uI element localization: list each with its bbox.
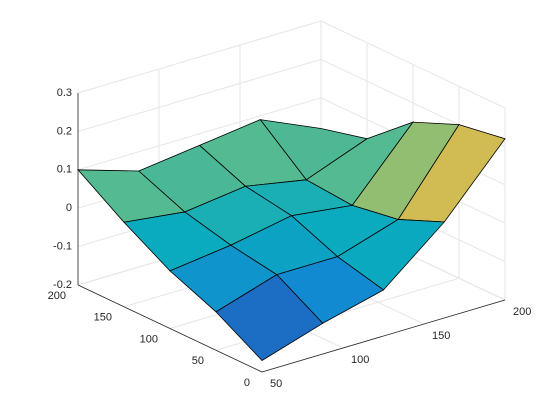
- grid-line: [77, 97, 322, 171]
- x-tick-label: 50: [270, 378, 282, 390]
- y-tick-label: 150: [94, 312, 112, 324]
- y-tick-label: 200: [48, 290, 66, 302]
- z-tick-label: 0.3: [57, 87, 72, 99]
- x-tick-label: 200: [513, 306, 531, 318]
- surface-patch: [215, 274, 324, 361]
- z-tick-label: -0.2: [53, 279, 72, 291]
- grid-line: [77, 58, 322, 132]
- y-tick-label: 50: [192, 355, 204, 367]
- x-tick-label: 150: [432, 330, 450, 342]
- axis-line: [261, 299, 506, 373]
- axis-line: [77, 284, 263, 373]
- z-tick-label: 0.2: [57, 125, 72, 137]
- grid-line: [77, 20, 322, 94]
- z-tick-label: 0: [66, 202, 72, 214]
- z-tick-label: 0.1: [57, 164, 72, 176]
- y-tick-label: 0: [244, 377, 250, 389]
- z-tick-label: -0.1: [53, 241, 72, 253]
- y-tick-label: 100: [140, 333, 158, 345]
- x-tick-label: 100: [351, 354, 369, 366]
